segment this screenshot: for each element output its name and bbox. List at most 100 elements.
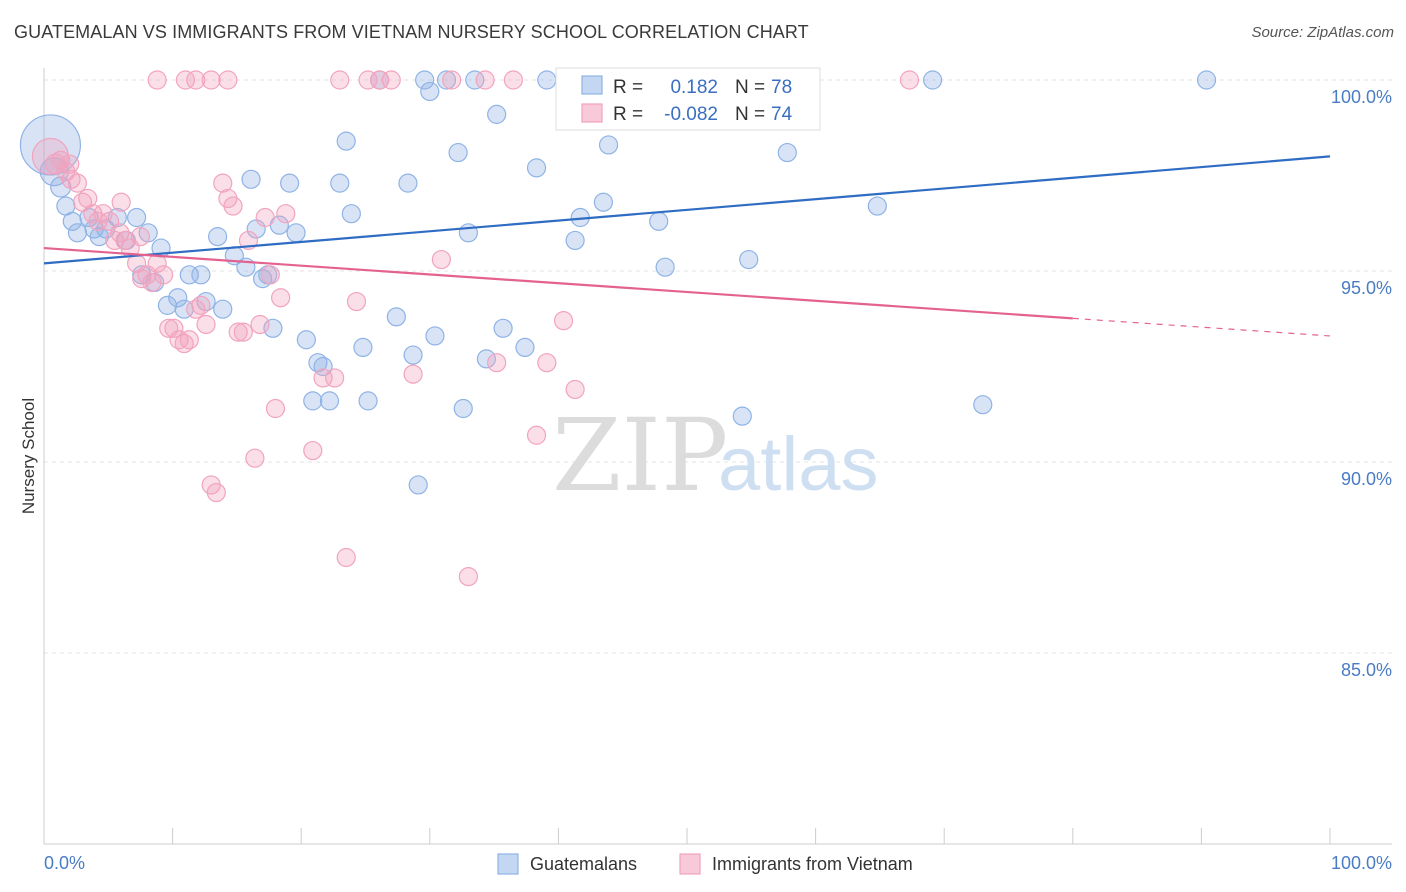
data-point-guatemalans <box>593 192 614 212</box>
stats-r-value-vietnam: -0.082 <box>664 104 718 125</box>
data-point-vietnam <box>201 70 221 90</box>
data-point-guatemalans <box>408 475 428 495</box>
data-point-guatemalans <box>353 337 373 357</box>
data-point-guatemalans <box>515 337 535 357</box>
watermark-zip: ZIP <box>552 397 728 514</box>
data-point-vietnam <box>142 272 162 293</box>
data-point-vietnam <box>358 70 378 90</box>
legend-label-guatemalans: Guatemalans <box>530 854 637 874</box>
data-point-vietnam <box>303 440 323 461</box>
data-point-guatemalans <box>341 204 361 224</box>
trend-line-guatemalans <box>43 155 1331 265</box>
data-point-guatemalans <box>739 249 759 270</box>
data-point-vietnam <box>218 70 238 90</box>
axes <box>43 68 1392 845</box>
data-point-guatemalans <box>319 391 340 411</box>
trend-line-extension-vietnam <box>1072 317 1331 337</box>
data-point-vietnam <box>67 173 88 193</box>
data-point-guatemalans <box>313 356 333 377</box>
data-point-guatemalans <box>867 196 887 216</box>
x-tick-label-min: 0.0% <box>44 853 85 873</box>
stats-r-label-vietnam: R = <box>613 104 643 125</box>
y-axis-label: Nursery School <box>19 398 38 514</box>
data-point-guatemalans <box>213 299 233 319</box>
legend: Guatemalans Immigrants from Vietnam <box>497 853 913 875</box>
data-point-vietnam <box>255 207 275 228</box>
data-point-vietnam <box>175 70 196 90</box>
data-point-vietnam <box>111 192 131 212</box>
data-point-vietnam <box>60 154 80 174</box>
data-point-guatemalans <box>1196 70 1217 90</box>
data-point-guatemalans <box>537 70 557 90</box>
y-tick-labels: 100.0% 95.0% 90.0% 85.0% <box>1331 87 1392 680</box>
data-point-vietnam <box>431 249 451 270</box>
data-point-vietnam <box>223 196 243 216</box>
legend-swatch-guatemalans <box>497 853 519 875</box>
data-point-guatemalans <box>923 70 943 90</box>
data-point-vietnam <box>537 353 557 373</box>
legend-label-vietnam: Immigrants from Vietnam <box>712 854 913 874</box>
stats-r-value-guatemalans: 0.182 <box>670 77 718 98</box>
data-point-vietnam <box>381 70 401 90</box>
data-point-vietnam <box>174 333 194 354</box>
data-point-vietnam <box>899 70 920 90</box>
stats-n-label-guatemalans: N = <box>735 77 765 98</box>
y-tick-label: 85.0% <box>1341 660 1392 680</box>
data-point-guatemalans <box>168 288 188 308</box>
data-point-vietnam <box>330 70 350 90</box>
legend-swatch-vietnam <box>679 853 701 875</box>
data-point-guatemalans <box>89 227 109 247</box>
data-point-guatemalans <box>465 70 485 90</box>
data-point-guatemalans <box>386 307 406 327</box>
data-point-guatemalans <box>453 398 473 419</box>
watermark-atlas: atlas <box>718 422 879 507</box>
data-point-vietnam <box>206 482 226 503</box>
data-point-vietnam <box>271 288 291 308</box>
data-point-vietnam <box>153 265 174 285</box>
data-point-guatemalans <box>280 173 300 193</box>
data-point-guatemalans <box>208 227 228 247</box>
data-point-vietnam <box>228 322 248 342</box>
data-point-guatemalans <box>241 169 261 189</box>
data-point-vietnam <box>526 425 547 445</box>
data-point-guatemalans <box>598 135 619 155</box>
data-point-guatemalans <box>425 326 445 346</box>
chart-source: Source: ZipAtlas.com <box>1251 24 1394 41</box>
data-point-vietnam <box>313 368 333 388</box>
watermark: ZIP atlas <box>552 397 879 514</box>
data-point-guatemalans <box>296 330 316 350</box>
data-point-vietnam <box>475 70 495 90</box>
data-point-guatemalans <box>286 223 306 243</box>
data-point-vietnam <box>213 173 233 193</box>
data-point-vietnam <box>336 547 356 568</box>
trend-line-vietnam <box>43 246 1073 320</box>
data-point-guatemalans <box>973 395 993 415</box>
data-point-guatemalans <box>526 158 547 178</box>
data-point-vietnam <box>565 379 585 400</box>
data-point-guatemalans <box>777 142 797 163</box>
data-point-guatemalans <box>67 223 88 243</box>
data-point-guatemalans <box>655 257 675 277</box>
data-point-vietnam <box>132 269 152 289</box>
data-point-vietnam <box>487 353 507 373</box>
chart-title: GUATEMALAN VS IMMIGRANTS FROM VIETNAM NU… <box>14 22 809 42</box>
data-point-guatemalans <box>303 391 323 411</box>
data-point-vietnam <box>147 70 167 90</box>
gridlines <box>44 79 1392 654</box>
stats-n-value-vietnam: 74 <box>771 104 793 125</box>
stats-legend-box: R = 0.182 N = 78 R = -0.082 N = 74 <box>555 67 821 131</box>
data-point-vietnam <box>186 299 206 319</box>
data-point-guatemalans <box>336 131 356 151</box>
data-point-vietnam <box>179 330 199 350</box>
y-tick-label: 100.0% <box>1331 87 1392 107</box>
data-point-vietnam <box>130 227 151 247</box>
data-point-guatemalans <box>196 291 216 312</box>
data-point-guatemalans <box>448 142 468 163</box>
data-point-vietnam <box>442 70 462 90</box>
data-point-vietnam <box>325 368 345 388</box>
data-point-vietnam <box>191 295 211 315</box>
data-point-vietnam <box>186 70 206 90</box>
data-point-vietnam <box>233 322 253 342</box>
y-tick-label: 95.0% <box>1341 278 1392 298</box>
